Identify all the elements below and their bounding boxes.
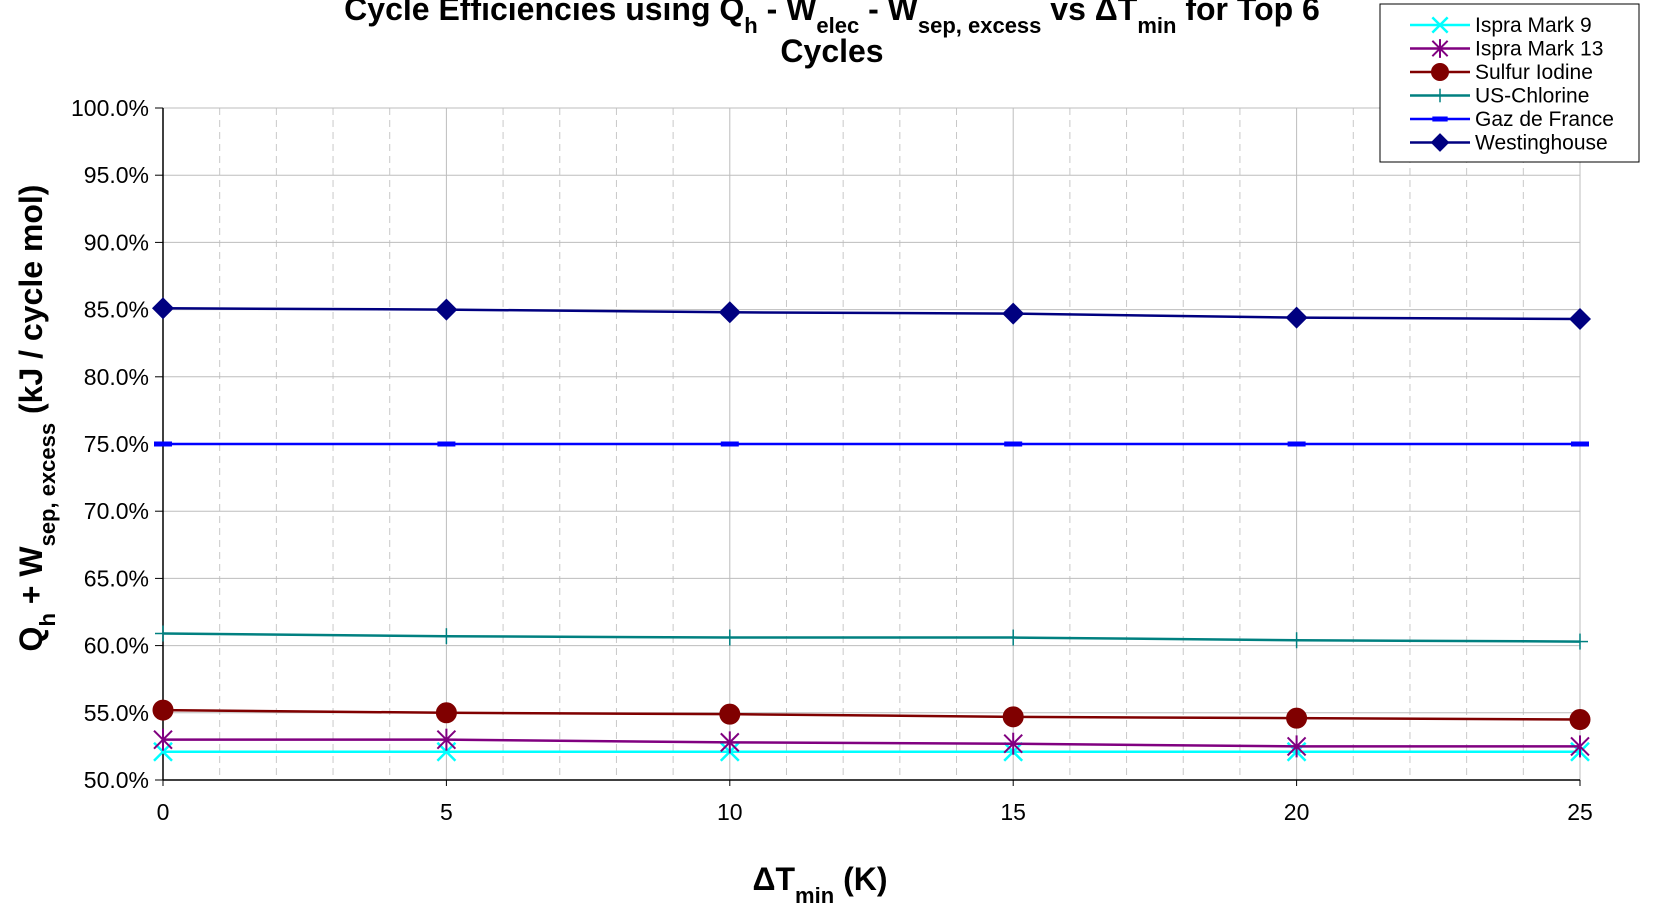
data-point [1002,302,1025,325]
data-point [437,441,456,447]
data-point [719,703,741,725]
y-tick-label: 55.0% [84,700,149,726]
chart-title: Cycle Efficiencies using Qh - Welec - Ws… [344,0,1320,38]
legend-label: US-Chlorine [1475,85,1589,108]
data-point [1002,706,1024,728]
x-axis-title-part: ΔT [753,861,796,897]
y-tick-label: 95.0% [84,162,149,188]
series-line [162,708,1581,721]
legend-label: Ispra Mark 9 [1475,14,1592,37]
series-line [162,632,1581,643]
x-axis-title-subscript: min [795,883,834,908]
series-line [163,738,1580,748]
title-part: vs ΔT [1041,0,1137,27]
data-point [1285,306,1308,329]
data-point [1569,709,1591,731]
x-tick-label: 15 [1000,799,1026,825]
x-tick-label: 20 [1284,799,1310,825]
data-point [1571,441,1589,447]
y-tick-label: 80.0% [84,364,149,390]
legend-item: US-Chlorine [1410,85,1589,108]
y-axis-title: Qh + Wsep, excess (kJ / cycle mol) [13,185,60,652]
legend-box [1379,3,1640,163]
legend-label: Sulfur Iodine [1475,61,1593,84]
y-tick-label: 50.0% [84,767,149,793]
title-part: Cycle Efficiencies using Q [344,0,744,27]
y-axis-title-subscript: h [35,613,60,626]
data-point [718,301,741,324]
data-point [1569,308,1591,331]
series-us-chlorine [155,625,1588,650]
y-tick-label: 75.0% [84,431,149,457]
series-westinghouse [152,297,1591,331]
series-sulfur-iodine [152,699,1591,731]
y-tick-label: 85.0% [84,297,149,323]
title-subscript: sep, excess [918,13,1042,38]
y-axis-title-part: (kJ / cycle mol) [13,185,49,423]
legend-item: Westinghouse [1410,132,1608,155]
series-gaz-de-france [154,441,1589,447]
x-tick-label: 0 [157,799,170,825]
data-point [1432,116,1448,122]
chart-title-line2: Cycles [780,33,883,69]
legend-item: Sulfur Iodine [1410,61,1593,84]
series-line [162,307,1581,321]
legend-label: Westinghouse [1475,132,1608,155]
legend-item: Ispra Mark 13 [1410,38,1603,61]
y-tick-label: 65.0% [84,565,149,591]
data-point [1431,63,1449,81]
y-axis-title-part: Q [13,627,49,652]
title-subscript: elec [816,13,859,38]
data-point [1004,441,1023,447]
title-subscript: h [744,13,757,38]
title-part: - W [758,0,817,27]
x-tick-label: 5 [440,799,453,825]
legend-item: Ispra Mark 9 [1410,14,1592,37]
title-subscript: min [1137,13,1176,38]
data-point [152,699,174,721]
axes: 50.0% 55.0% 60.0% 65.0% 70.0% 75.0% 80.0% 85.0%… [71,95,1593,825]
data-point [154,441,172,447]
title-part: for Top 6 [1176,0,1319,27]
x-axis-title-part: (K) [834,861,887,897]
legend-label: Ispra Mark 13 [1475,38,1603,61]
data-point [152,297,174,320]
x-tick-label: 10 [717,799,743,825]
y-tick-label: 100.0% [71,95,149,121]
y-axis-title-part: + W [13,546,49,613]
x-axis-title: ΔTmin (K) [753,861,888,908]
data-point [1286,707,1308,729]
y-axis-title-subscript: sep, excess [35,423,60,547]
data-point [435,298,458,321]
data-point [1430,133,1450,152]
data-point [1287,441,1306,447]
data-point [720,441,739,447]
title-part: - W [859,0,918,27]
y-tick-label: 90.0% [84,229,149,255]
x-tick-label: 25 [1567,799,1593,825]
legend-item: Gaz de France [1410,108,1614,131]
y-tick-label: 70.0% [84,498,149,524]
legend-label: Gaz de France [1475,108,1614,131]
data-point [1431,16,1449,34]
series-ispra-mark-13 [153,728,1590,758]
data-point [435,702,457,724]
y-tick-label: 60.0% [84,633,149,659]
series-group [152,297,1591,762]
